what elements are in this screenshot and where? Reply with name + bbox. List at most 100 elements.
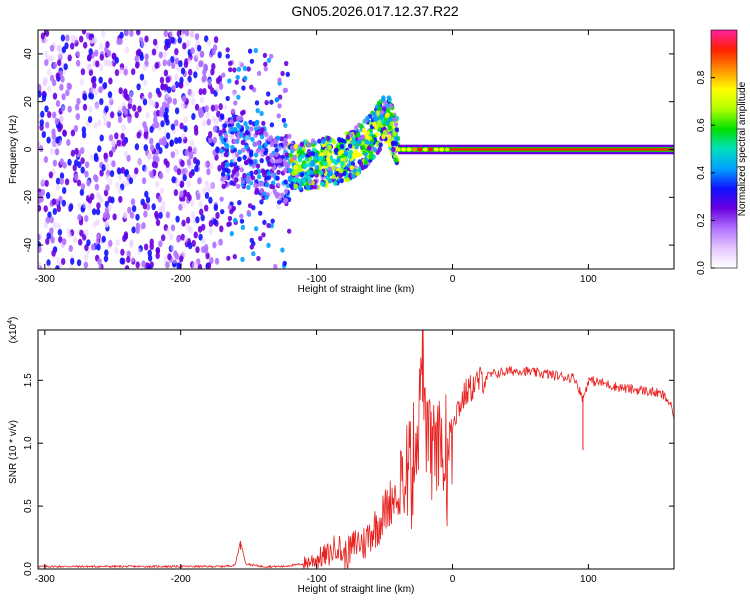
heatmap-cell [60, 34, 66, 42]
heatmap-cell [174, 148, 179, 156]
heatmap-cell [199, 208, 204, 216]
heatmap-cell [43, 156, 49, 163]
heatmap-cell [74, 159, 79, 167]
heatmap-cell [221, 183, 226, 189]
heatmap-cell [284, 60, 289, 67]
heatmap-cell [310, 151, 316, 157]
heatmap-cell [120, 132, 125, 140]
heatmap-cell [203, 244, 209, 251]
heatmap-cell [165, 76, 170, 84]
heatmap-cell [233, 100, 238, 106]
heatmap-cell [38, 90, 42, 98]
heatmap-cell [61, 238, 67, 246]
heatmap-cell [104, 220, 109, 228]
heatmap-cell [235, 171, 240, 177]
heatmap-cell [194, 103, 200, 111]
heatmap-cell [111, 160, 116, 168]
heatmap-cell [302, 178, 307, 184]
heatmap-cell [155, 142, 160, 150]
heatmap-cell [45, 121, 50, 129]
heatmap-cell [60, 105, 66, 113]
heatmap-cell [111, 140, 116, 148]
heatmap-cell [38, 261, 41, 269]
heatmap-cell [145, 196, 151, 204]
heatmap-cell [170, 123, 176, 131]
heatmap-cell [74, 103, 80, 111]
heatmap-cell [433, 147, 439, 152]
heatmap-cell [129, 211, 135, 219]
y-multiplier: (x104) [7, 317, 19, 344]
heatmap-cell [122, 235, 127, 242]
heatmap-cell [93, 174, 98, 182]
heatmap-cell [111, 145, 116, 153]
top-y-tick-label: -40 [23, 237, 34, 252]
heatmap-cell [211, 48, 216, 56]
heatmap-cell [212, 125, 218, 133]
heatmap-cell [119, 257, 125, 265]
heatmap-cell [337, 136, 342, 143]
heatmap-cell [232, 126, 238, 132]
heatmap-cell [56, 205, 61, 213]
bottom-x-tick-label: 0 [450, 574, 456, 585]
heatmap-cell [59, 158, 64, 166]
bottom-x-tick-label: -300 [35, 574, 55, 585]
heatmap-cell [142, 79, 148, 87]
heatmap-cell [249, 126, 254, 132]
heatmap-cell [167, 253, 172, 261]
heatmap-cell [79, 35, 84, 43]
heatmap-cell [131, 68, 136, 76]
heatmap-cell [38, 233, 41, 241]
heatmap-cell [116, 139, 121, 147]
heatmap-cell [38, 245, 42, 253]
heatmap-cell [108, 150, 114, 158]
heatmap-cell [222, 123, 228, 129]
heatmap-cell [379, 114, 384, 120]
heatmap-cell [83, 41, 88, 49]
heatmap-cell [175, 179, 180, 187]
heatmap-cell [259, 199, 264, 205]
heatmap-cell [169, 139, 174, 147]
heatmap-cell [283, 179, 288, 185]
heatmap-cell [253, 158, 258, 165]
heatmap-cell [179, 76, 184, 84]
heatmap-cell [165, 166, 170, 174]
heatmap-cell [231, 91, 236, 97]
colorbar-tick-label: 0.4 [696, 165, 707, 179]
heatmap-cell [76, 179, 82, 187]
heatmap-cell [165, 261, 170, 269]
heatmap-cell [266, 91, 271, 97]
heatmap-cell [385, 120, 390, 126]
heatmap-cell [150, 144, 155, 152]
heatmap-cell [121, 124, 126, 132]
heatmap-cell [56, 222, 62, 230]
heatmap-cell [90, 193, 95, 201]
heatmap-cell [55, 100, 61, 107]
heatmap-cell [269, 53, 274, 59]
heatmap-cell [372, 147, 378, 153]
heatmap-cell [144, 53, 149, 61]
heatmap-cell [269, 122, 275, 128]
heatmap-cell [320, 181, 325, 187]
heatmap-cell [188, 226, 193, 234]
heatmap-cell [39, 195, 44, 203]
heatmap-cell [210, 68, 215, 76]
heatmap-cell [268, 135, 274, 141]
heatmap-cell [39, 145, 44, 153]
heatmap-cell [136, 83, 141, 91]
heatmap-cell [332, 158, 337, 164]
heatmap-cell [381, 96, 386, 102]
heatmap-cell [313, 169, 318, 175]
heatmap-cell [159, 76, 165, 84]
top-x-tick-label: 0 [450, 274, 456, 285]
heatmap-cell [187, 194, 192, 202]
heatmap-cell [110, 196, 115, 204]
heatmap-cell [137, 105, 142, 113]
heatmap-cell [210, 87, 215, 95]
heatmap-cell [200, 214, 205, 222]
heatmap-cell [174, 137, 179, 145]
heatmap-cell [191, 211, 196, 219]
heatmap-cell [158, 147, 163, 154]
heatmap-cell [86, 179, 91, 187]
heatmap-cell [245, 177, 251, 184]
